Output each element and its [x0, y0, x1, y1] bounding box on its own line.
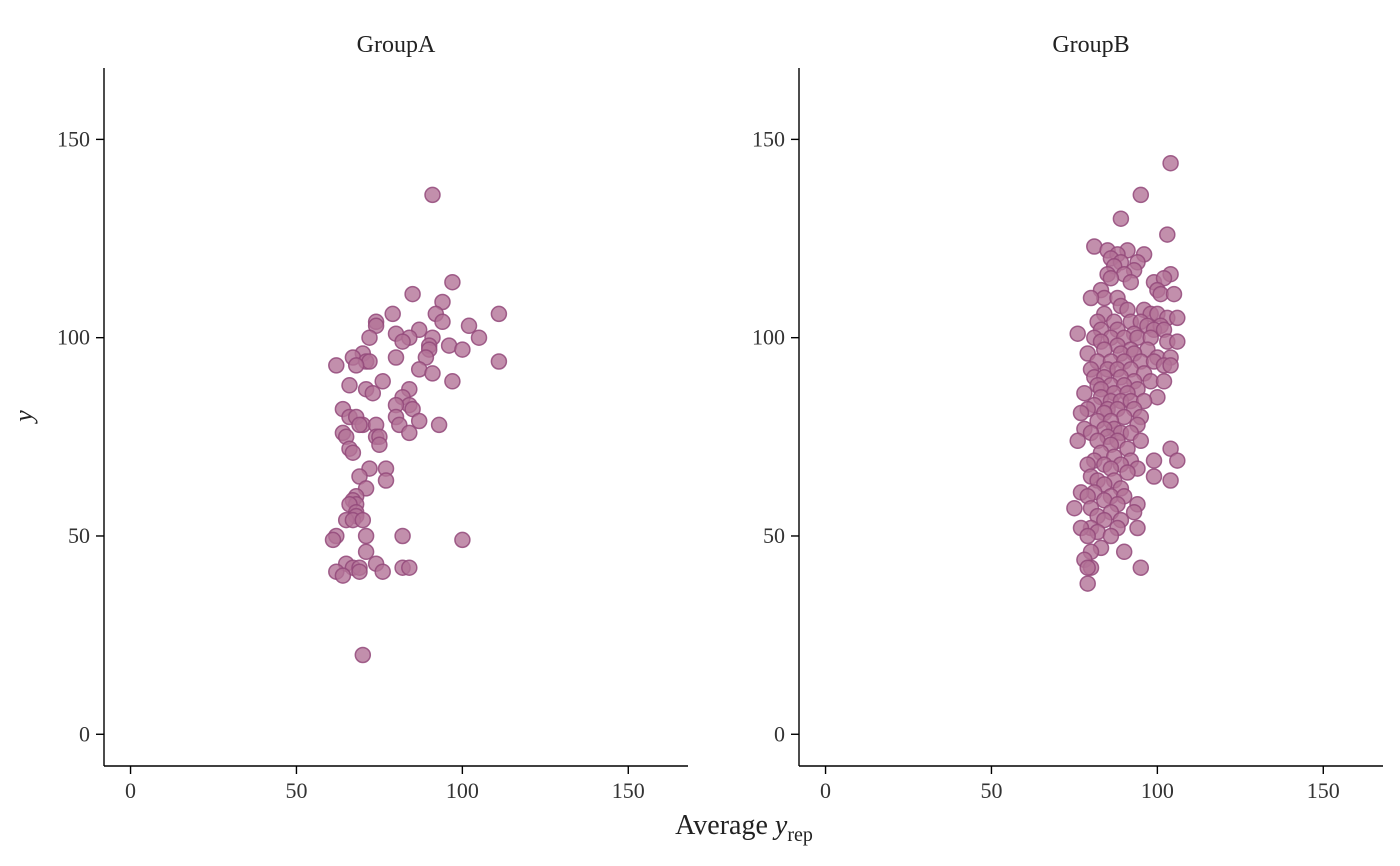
data-point [1132, 432, 1150, 450]
y-tick-label: 0 [79, 721, 90, 746]
data-point [1069, 432, 1086, 450]
data-point [1122, 273, 1140, 291]
data-point [1079, 575, 1096, 592]
data-point [1162, 154, 1179, 172]
data-point [1145, 452, 1163, 469]
data-point [354, 511, 372, 529]
data-point [1125, 503, 1143, 521]
y-tick-label: 50 [68, 523, 90, 548]
data-point [454, 531, 471, 549]
data-point [334, 567, 352, 584]
data-point [1079, 527, 1096, 545]
data-point [434, 313, 451, 331]
x-tick-label: 100 [1141, 778, 1174, 803]
y-tick-label: 100 [57, 325, 90, 350]
data-point [454, 341, 471, 358]
scatter-points [324, 186, 508, 664]
data-point [347, 357, 365, 374]
x-tick-label: 50 [285, 778, 307, 803]
data-point [1169, 309, 1186, 327]
x-axis-label: Average yrep [675, 810, 813, 846]
data-point [384, 305, 401, 323]
data-point [1076, 384, 1093, 402]
y-tick-label: 100 [752, 325, 785, 350]
data-point [357, 527, 375, 545]
data-point [1145, 468, 1163, 485]
data-point [387, 349, 405, 366]
data-point [404, 285, 421, 303]
data-point [470, 329, 488, 346]
y-axis-label: y [9, 410, 38, 425]
axis-ticks: 0 50 100 150 0 50 100 150 [57, 126, 645, 803]
data-point [401, 424, 418, 442]
data-point [324, 531, 342, 549]
x-axis-label-sub: rep [787, 824, 813, 846]
data-point [1129, 519, 1146, 537]
data-point [1072, 404, 1090, 422]
data-point [1115, 543, 1133, 561]
data-point [1155, 373, 1173, 390]
data-point [361, 329, 378, 346]
data-point [1162, 357, 1179, 374]
data-point [1069, 325, 1086, 342]
x-tick-label: 0 [125, 778, 136, 803]
panel-groupa: GroupA 0 50 100 150 0 50 100 150 [57, 32, 688, 803]
scatter-points [1066, 154, 1186, 592]
data-point [364, 384, 382, 402]
data-point [1112, 210, 1130, 227]
panel-title: GroupA [357, 32, 436, 58]
data-point [490, 353, 508, 370]
y-tick-label: 150 [752, 126, 785, 151]
data-point [460, 317, 478, 335]
data-point [424, 365, 441, 382]
x-tick-label: 150 [1307, 778, 1340, 803]
data-point [1165, 285, 1183, 303]
data-point [374, 563, 391, 580]
data-point [1162, 472, 1179, 489]
data-point [351, 563, 368, 580]
panel-groupb: GroupB 0 50 100 150 0 50 100 150 [752, 32, 1383, 803]
data-point [1102, 527, 1120, 545]
x-axis-label-main: Average [675, 810, 775, 841]
data-point [377, 472, 395, 489]
data-point [1169, 452, 1186, 469]
data-point [444, 373, 461, 390]
data-point [371, 436, 388, 454]
axis-ticks: 0 50 100 150 0 50 100 150 [752, 126, 1340, 803]
data-point [490, 305, 508, 323]
x-tick-label: 50 [980, 778, 1002, 803]
data-point [1079, 559, 1096, 576]
y-tick-label: 150 [57, 126, 90, 151]
data-point [374, 373, 391, 390]
data-point [344, 444, 362, 461]
data-point [1102, 269, 1120, 287]
data-point [394, 527, 411, 545]
data-point [354, 646, 372, 664]
data-point [357, 543, 375, 561]
data-point [424, 186, 441, 204]
data-point [351, 416, 368, 434]
x-tick-label: 0 [820, 778, 831, 803]
data-point [1169, 333, 1186, 350]
data-point [1132, 186, 1150, 204]
y-tick-label: 50 [763, 523, 785, 548]
panel-title: GroupB [1052, 32, 1129, 58]
y-tick-label: 0 [774, 721, 785, 746]
data-point [444, 273, 461, 291]
data-point [401, 559, 418, 576]
x-tick-label: 150 [612, 778, 645, 803]
data-point [328, 357, 345, 374]
data-point [341, 377, 358, 394]
data-point [1082, 289, 1100, 307]
x-axis-label-var: y [772, 810, 788, 841]
data-point [1066, 499, 1083, 517]
x-tick-label: 100 [446, 778, 479, 803]
data-point [430, 416, 448, 434]
data-point [1132, 559, 1150, 576]
data-point [394, 333, 411, 350]
data-point [410, 412, 428, 430]
data-point [1159, 226, 1176, 243]
data-point [1119, 464, 1136, 481]
